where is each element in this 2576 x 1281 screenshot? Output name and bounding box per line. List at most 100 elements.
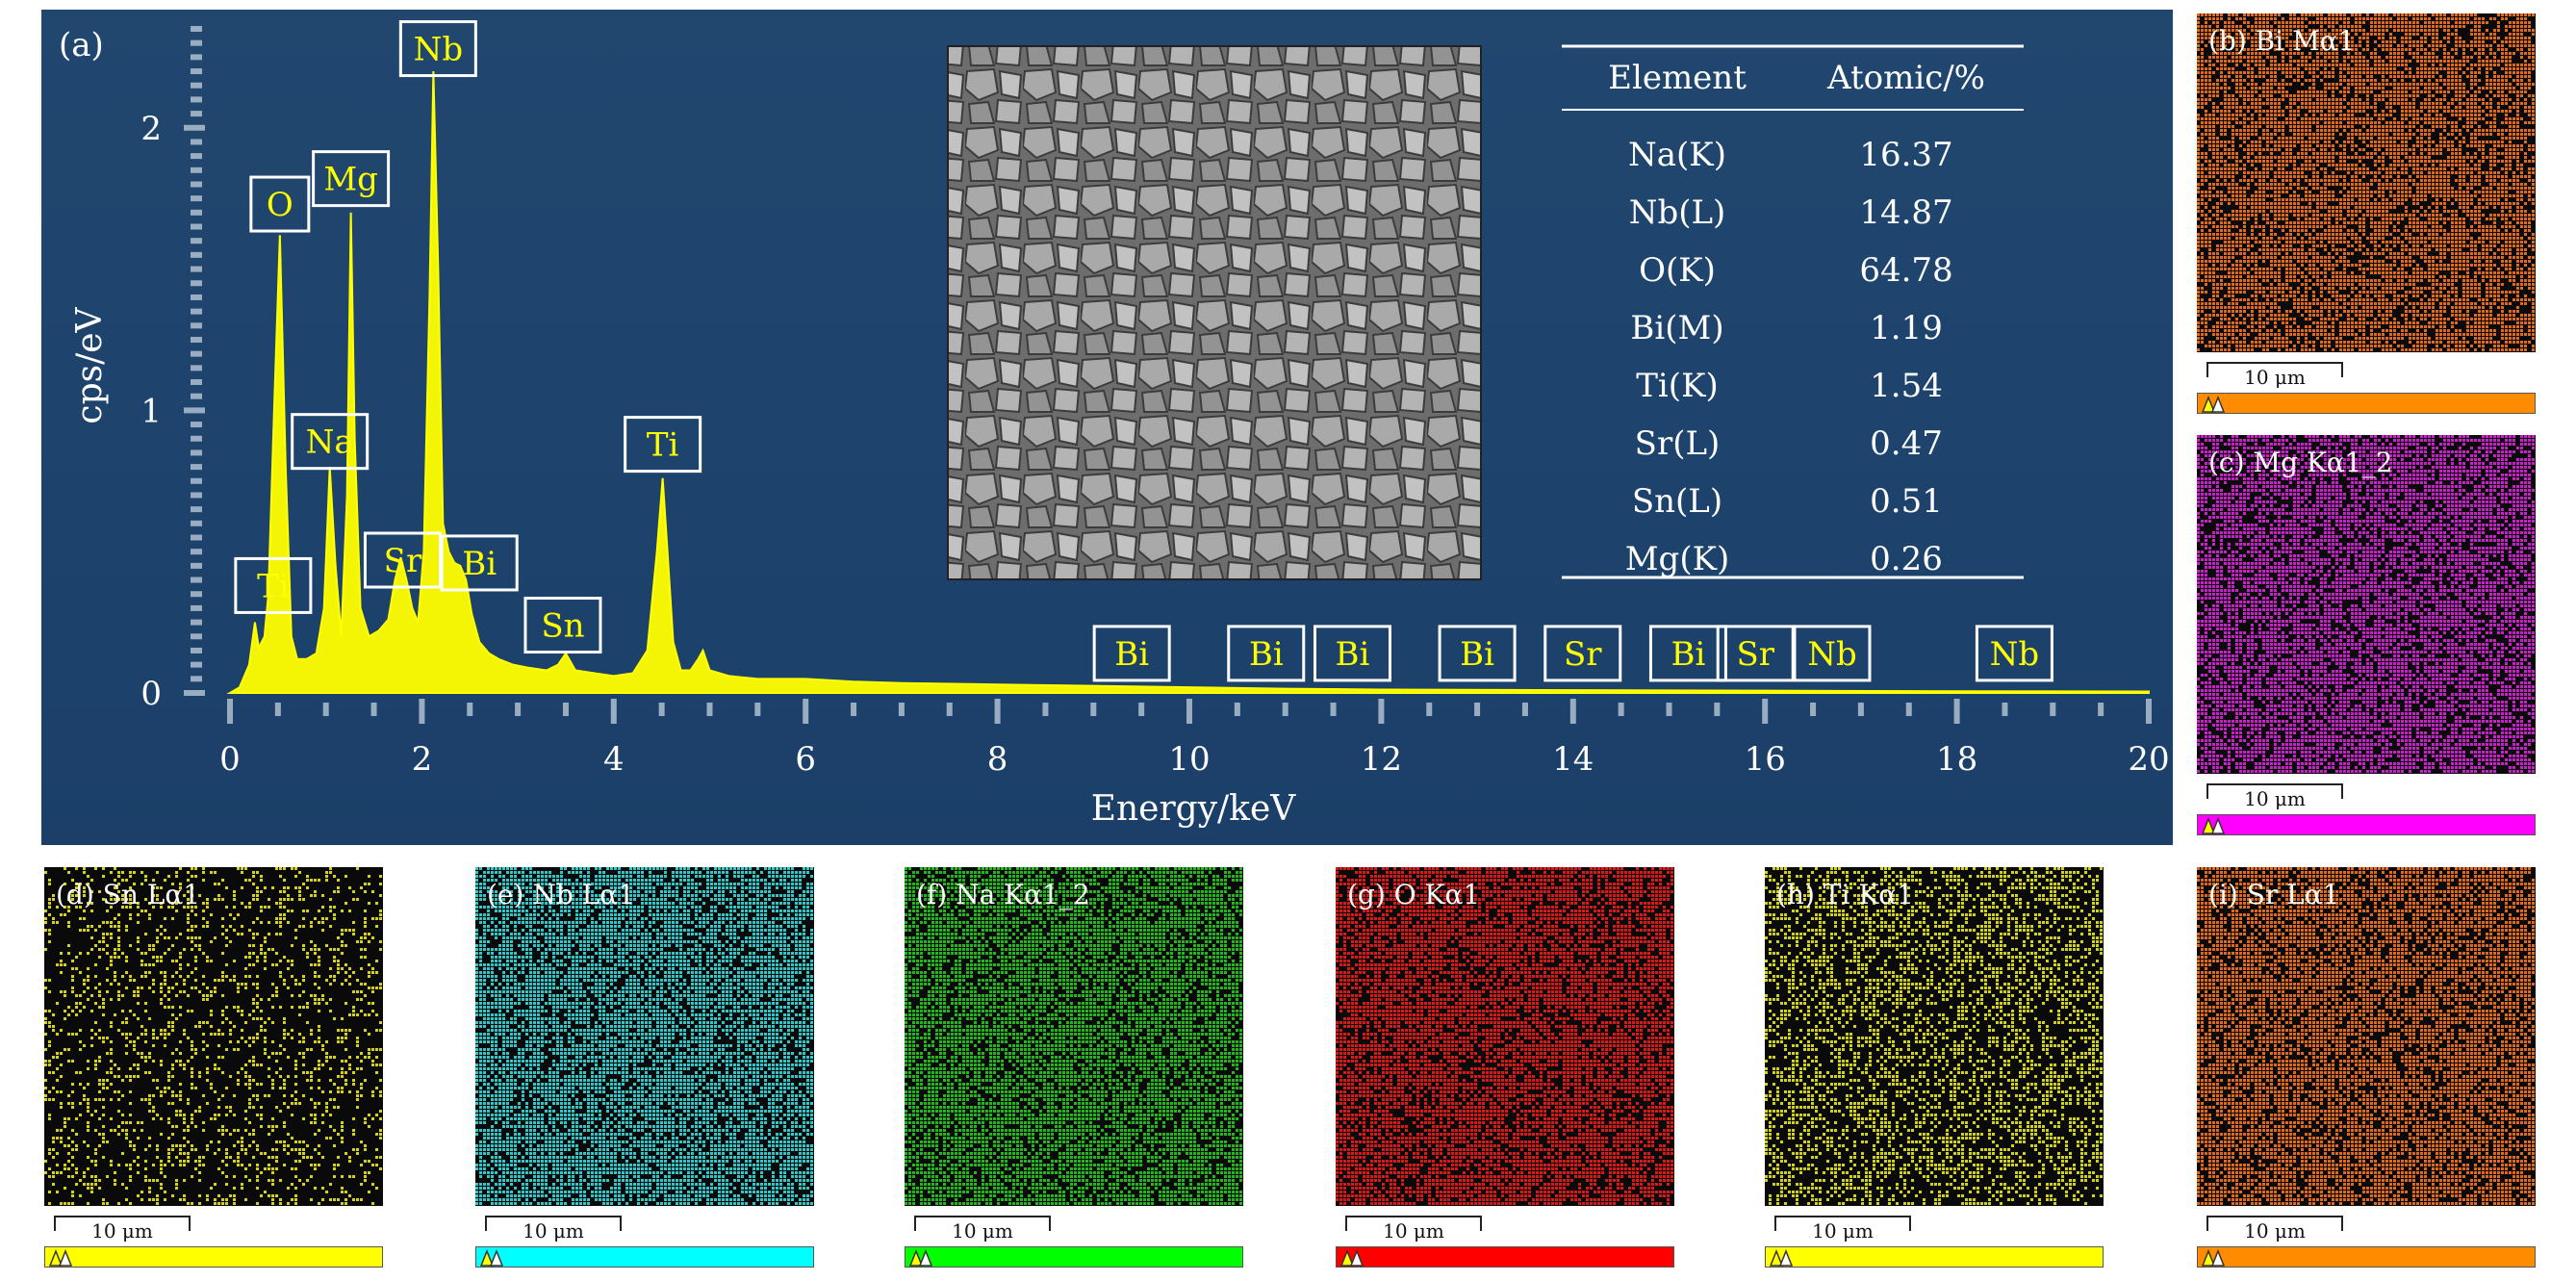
svg-text:Nb: Nb — [414, 31, 464, 69]
color-bar-g — [1336, 1246, 1674, 1268]
x-minor-tick — [2002, 703, 2008, 716]
scale-bar-g — [1345, 1216, 1482, 1231]
peak-label: Na — [291, 413, 370, 471]
y-minor-tick — [191, 449, 202, 456]
scale-bar-text-d: 10 μm — [91, 1219, 153, 1243]
y-minor-tick — [191, 435, 202, 442]
color-bar-marker-icon — [1770, 1249, 1794, 1267]
x-minor-tick — [851, 703, 857, 716]
scale-bar-text-g: 10 μm — [1383, 1219, 1444, 1243]
x-minor-tick — [658, 703, 665, 716]
peak-label: Nb — [398, 20, 477, 78]
x-minor-tick — [419, 699, 425, 724]
y-minor-tick — [191, 181, 202, 188]
x-minor-tick — [1666, 703, 1672, 716]
map-image-d — [44, 867, 382, 1205]
x-minor-tick — [1857, 703, 1864, 716]
y-tick-label: 1 — [140, 392, 162, 430]
table-cell-element: Ti(K) — [1636, 367, 1718, 405]
x-tick-label: 2 — [412, 740, 433, 779]
scale-bar-d — [54, 1216, 191, 1231]
y-minor-tick — [191, 562, 202, 569]
x-minor-tick — [754, 703, 761, 716]
y-minor-tick — [191, 534, 202, 541]
color-bar-c — [2197, 814, 2536, 835]
panel-a-label: (a) — [59, 26, 104, 64]
y-minor-tick — [191, 238, 202, 244]
y-minor-tick — [191, 223, 202, 230]
x-tick-label: 10 — [1168, 740, 1210, 779]
table-cell-element: Sr(L) — [1635, 424, 1721, 463]
table-cell-atomic: 1.19 — [1870, 309, 1943, 347]
map-image-b — [2197, 13, 2535, 351]
x-minor-tick — [1042, 703, 1049, 716]
table-cell-atomic: 14.87 — [1859, 193, 1952, 232]
y-minor-tick — [191, 647, 202, 653]
y-minor-tick — [191, 336, 202, 343]
map-label-c: (c) Mg Kα1_2 — [2208, 447, 2393, 478]
x-minor-tick — [898, 703, 905, 716]
y-minor-tick — [191, 365, 202, 371]
color-bar-marker-icon — [909, 1249, 933, 1267]
x-minor-tick — [1618, 703, 1624, 716]
y-minor-tick — [191, 111, 202, 117]
peak-label: Ti — [624, 416, 702, 474]
x-minor-tick — [1234, 703, 1240, 716]
y-minor-tick — [191, 477, 202, 484]
x-tick-label: 18 — [1936, 740, 1977, 779]
map-panel-g: (g) O Kα1 — [1336, 867, 1674, 1206]
x-minor-tick — [1426, 703, 1433, 716]
x-minor-tick — [2146, 699, 2152, 724]
y-minor-tick — [191, 54, 202, 61]
table-rows: Na(K) 16.37 Nb(L) 14.87 O(K) 64.78 Bi(M) 1.19 Ti… — [1625, 136, 1953, 578]
y-minor-tick — [191, 322, 202, 329]
table-cell-element: Mg(K) — [1625, 540, 1730, 578]
y-minor-tick — [191, 195, 202, 202]
scale-bar-b — [2206, 362, 2343, 377]
x-minor-tick — [2050, 703, 2056, 716]
x-minor-tick — [562, 703, 569, 716]
x-minor-tick — [1905, 703, 1912, 716]
y-minor-tick — [191, 350, 202, 357]
svg-text:Bi: Bi — [1336, 635, 1370, 674]
map-label-h: (h) Ti Kα1 — [1776, 879, 1914, 910]
table-header-element: Element — [1608, 59, 1747, 97]
peak-label: Sr — [1716, 625, 1795, 682]
scale-bar-i — [2206, 1216, 2343, 1231]
map-label-d: (d) Sn Lα1 — [56, 879, 201, 910]
svg-text:Bi: Bi — [462, 545, 497, 583]
svg-text:Bi: Bi — [1460, 635, 1494, 674]
map-panel-b: (b) Bi Mα1 — [2197, 13, 2536, 352]
sem-micrograph — [947, 45, 1482, 580]
y-minor-tick — [191, 96, 202, 103]
map-label-i: (i) Sr Lα1 — [2208, 879, 2340, 910]
table-cell-element: O(K) — [1639, 251, 1716, 290]
peak-label: Bi — [1313, 625, 1391, 682]
table-header-atomic: Atomic/% — [1826, 59, 1985, 97]
svg-text:Mg: Mg — [323, 161, 378, 199]
color-bar-d — [44, 1246, 383, 1268]
map-image-g — [1336, 867, 1673, 1205]
x-minor-tick — [1474, 703, 1481, 716]
y-minor-tick — [191, 661, 202, 668]
x-tick-label: 6 — [795, 740, 816, 779]
peak-labels: Nb O Mg Na Ti Sr Bi Sn Ti Bi Bi Bi Bi Sr Bi Sr Nb Nb — [234, 20, 2053, 682]
x-minor-tick — [515, 703, 522, 716]
y-minor-tick — [191, 676, 202, 682]
x-minor-tick — [1138, 703, 1145, 716]
map-label-g: (g) O Kα1 — [1347, 879, 1481, 910]
table-cell-atomic: 0.47 — [1870, 424, 1943, 463]
peak-label: Bi — [1648, 625, 1727, 682]
x-minor-tick — [946, 703, 953, 716]
map-panel-d: (d) Sn Lα1 — [44, 867, 383, 1206]
map-image-c — [2197, 435, 2535, 773]
color-bar-e — [475, 1246, 814, 1268]
y-minor-tick — [184, 124, 205, 131]
x-minor-tick — [1762, 699, 1769, 724]
svg-text:Bi: Bi — [1249, 635, 1284, 674]
x-tick-label: 12 — [1361, 740, 1402, 779]
svg-text:O: O — [267, 186, 293, 224]
spectrum-area — [226, 71, 2150, 694]
